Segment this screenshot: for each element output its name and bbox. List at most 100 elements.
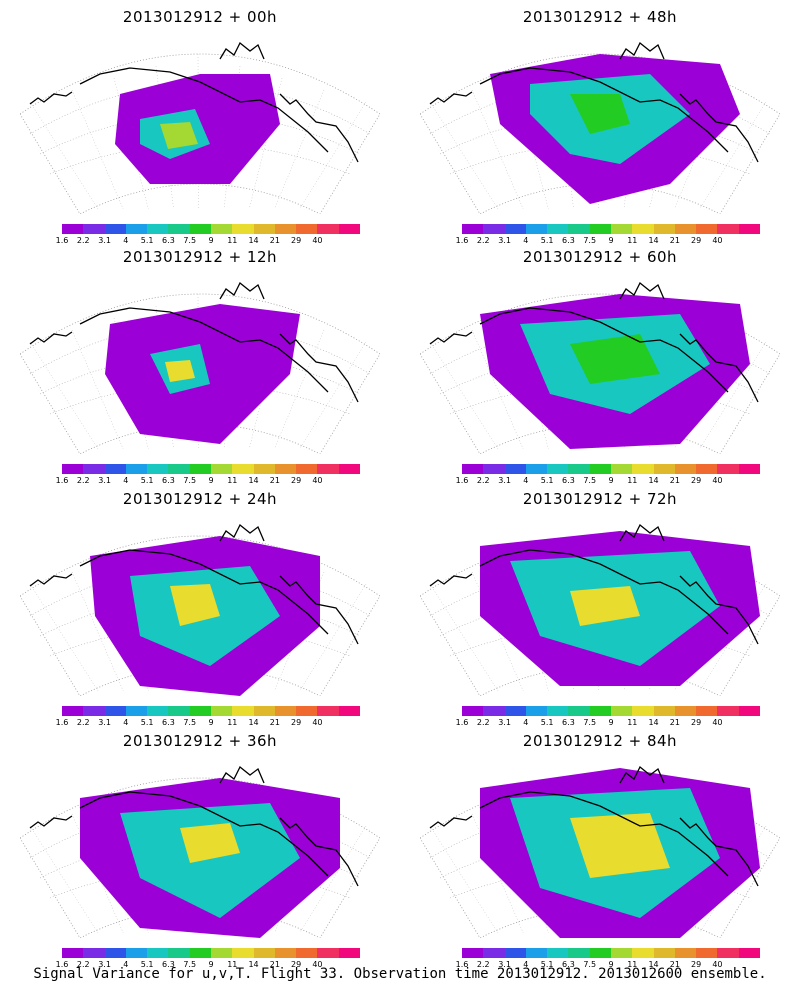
colorbar-swatch <box>568 948 589 958</box>
colorbar-swatch <box>483 706 504 716</box>
colorbar-swatch <box>675 948 696 958</box>
colorbar-swatch <box>717 224 738 234</box>
colorbar-swatch <box>547 224 568 234</box>
forecast-panel: 2013012912 + 72h 1.6 2.2 3.1 4 5.1 6.3 7.5 9 11 14… <box>400 482 800 722</box>
colorbar-swatch <box>339 464 360 474</box>
meridian-line <box>430 102 498 209</box>
colorbar-swatch <box>190 706 211 716</box>
panel-title: 2013012912 + 60h <box>400 248 800 266</box>
forecast-panel: 2013012912 + 60h 1.6 2.2 3.1 4 5.1 6.3 7.5 9 11 14… <box>400 240 800 480</box>
colorbar-swatch <box>296 706 317 716</box>
colorbar-swatch <box>83 464 104 474</box>
colorbar-swatch <box>296 948 317 958</box>
colorbar-swatch <box>675 224 696 234</box>
variance-field-region <box>165 360 195 382</box>
colorbar-swatch <box>126 224 147 234</box>
colorbar-swatch <box>568 464 589 474</box>
colorbar-swatch <box>275 706 296 716</box>
colorbar-swatch <box>254 706 275 716</box>
colorbar-swatch <box>590 948 611 958</box>
colorbar-swatch <box>526 464 547 474</box>
colorbar-swatch <box>62 706 83 716</box>
colorbar-swatch <box>462 706 483 716</box>
colorbar-swatch <box>317 948 338 958</box>
colorbar-swatch <box>275 224 296 234</box>
colorbar-swatch <box>739 464 760 474</box>
colorbar-swatch <box>568 706 589 716</box>
colorbar-swatch <box>232 948 253 958</box>
colorbar-swatch <box>105 706 126 716</box>
colorbar-swatch <box>717 706 738 716</box>
forecast-panel: 2013012912 + 36h 1.6 2.2 3.1 4 5.1 6.3 7.5 9 11 14… <box>0 724 400 964</box>
colorbar-swatch <box>632 948 653 958</box>
colorbar-swatch <box>296 224 317 234</box>
panel-title: 2013012912 + 24h <box>0 490 400 508</box>
colorbar-swatch <box>462 948 483 958</box>
colorbar-swatch <box>147 224 168 234</box>
colorbar-swatch <box>126 464 147 474</box>
panel-title: 2013012912 + 48h <box>400 8 800 26</box>
colorbar-swatch <box>317 224 338 234</box>
colorbar-swatch <box>675 706 696 716</box>
panel-title: 2013012912 + 84h <box>400 732 800 750</box>
colorbar-swatch <box>275 464 296 474</box>
colorbar-swatch <box>483 224 504 234</box>
colorbar-swatch <box>339 706 360 716</box>
colorbar-swatch <box>568 224 589 234</box>
panel-title: 2013012912 + 72h <box>400 490 800 508</box>
colorbar-swatch <box>190 224 211 234</box>
colorbar <box>462 948 760 958</box>
colorbar-swatch <box>168 464 189 474</box>
colorbar-swatch <box>611 948 632 958</box>
colorbar-swatch <box>105 464 126 474</box>
colorbar-swatch <box>632 464 653 474</box>
colorbar-swatch <box>339 948 360 958</box>
colorbar <box>62 224 360 234</box>
polar-map <box>420 758 780 938</box>
polar-map <box>420 274 780 454</box>
colorbar-swatch <box>696 948 717 958</box>
colorbar-swatch <box>632 706 653 716</box>
colorbar <box>462 224 760 234</box>
colorbar-swatch <box>505 464 526 474</box>
colorbar-swatch <box>232 224 253 234</box>
colorbar-swatch <box>147 464 168 474</box>
colorbar-swatch <box>339 224 360 234</box>
colorbar-swatch <box>211 948 232 958</box>
colorbar-swatch <box>83 948 104 958</box>
colorbar-swatch <box>590 706 611 716</box>
forecast-panel: 2013012912 + 00h 1.6 2.2 3.1 4 5.1 6.3 7.5 9 11 14… <box>0 0 400 240</box>
colorbar-swatch <box>147 948 168 958</box>
colorbar <box>462 706 760 716</box>
colorbar-swatch <box>62 224 83 234</box>
forecast-panel: 2013012912 + 24h 1.6 2.2 3.1 4 5.1 6.3 7.5 9 11 14… <box>0 482 400 722</box>
meridian-line <box>72 90 123 209</box>
colorbar-swatch <box>505 706 526 716</box>
panel-title: 2013012912 + 12h <box>0 248 400 266</box>
colorbar-swatch <box>654 706 675 716</box>
colorbar-swatch <box>526 706 547 716</box>
colorbar-swatch <box>462 224 483 234</box>
colorbar-swatch <box>547 948 568 958</box>
figure-caption: Signal Variance for u,v,T. Flight 33. Ob… <box>0 966 800 982</box>
colorbar-swatch <box>168 706 189 716</box>
colorbar-swatch <box>317 706 338 716</box>
meridian-line <box>30 584 98 691</box>
colorbar <box>62 706 360 716</box>
colorbar-swatch <box>717 464 738 474</box>
colorbar-swatch <box>739 948 760 958</box>
polar-map <box>420 34 780 214</box>
colorbar-swatch <box>590 224 611 234</box>
colorbar-swatch <box>254 948 275 958</box>
colorbar-swatch <box>675 464 696 474</box>
polar-map <box>420 516 780 696</box>
colorbar-swatch <box>739 224 760 234</box>
colorbar-swatch <box>105 948 126 958</box>
colorbar-swatch <box>254 224 275 234</box>
polar-map <box>20 758 380 938</box>
colorbar-swatch <box>654 948 675 958</box>
colorbar-swatch <box>483 948 504 958</box>
colorbar-swatch <box>190 948 211 958</box>
colorbar <box>462 464 760 474</box>
panel-title: 2013012912 + 36h <box>0 732 400 750</box>
